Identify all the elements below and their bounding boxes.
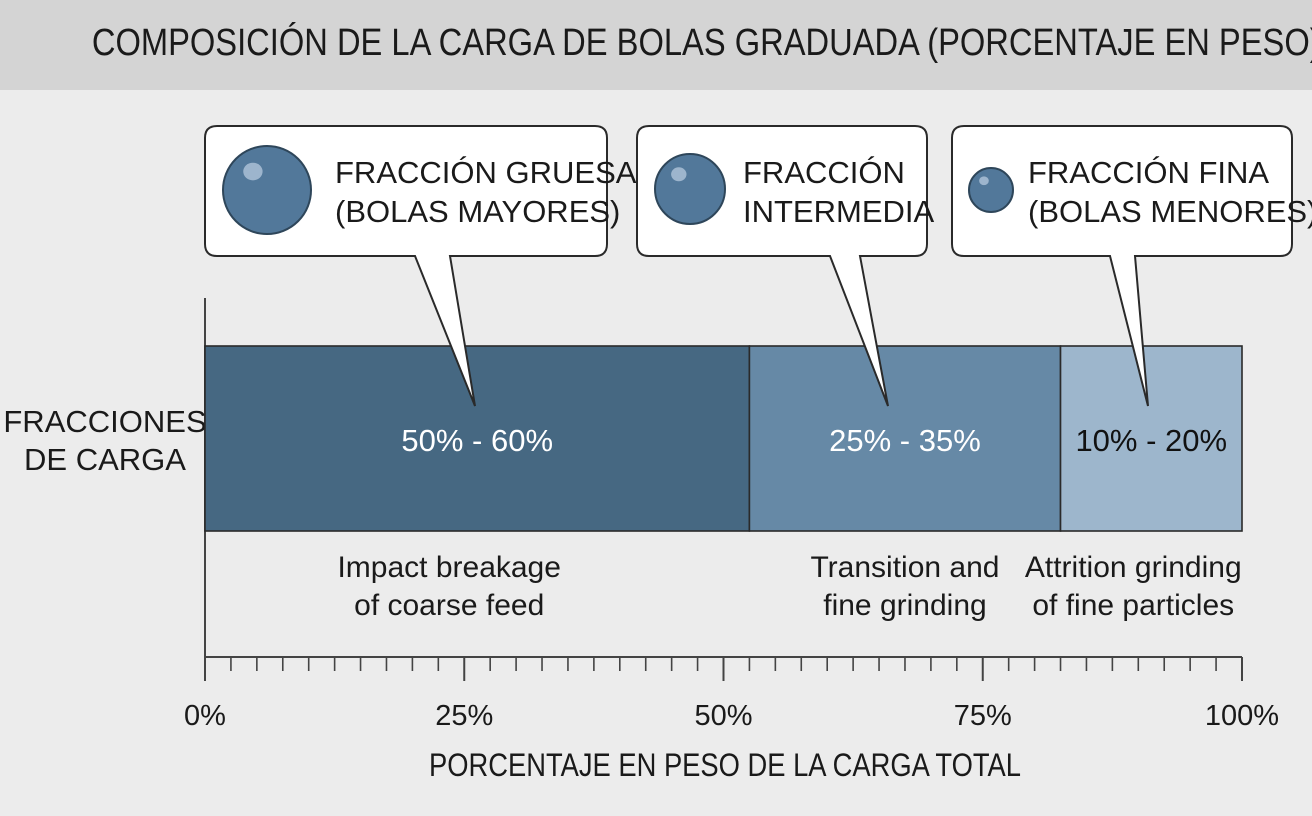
callout-label-fine: (BOLAS MENORES): [1028, 194, 1312, 229]
bar-value-label-intermediate: 25% - 35%: [829, 423, 981, 458]
x-tick-label: 100%: [1205, 700, 1279, 732]
bar-segment-fine: [1059, 345, 1243, 532]
segment-description-fine: Attrition grinding: [1025, 551, 1242, 584]
ball-highlight-icon: [243, 162, 263, 181]
bar-segment-intermediate: [748, 345, 1062, 532]
x-tick-label: 0%: [184, 700, 226, 732]
segment-description-coarse: Impact breakage: [337, 551, 560, 584]
ball-highlight-icon: [979, 176, 989, 186]
segment-description-intermediate: Transition and: [810, 551, 999, 584]
ball-icon-large: [222, 145, 312, 235]
bar-value-label-coarse: 50% - 60%: [401, 423, 553, 458]
callout-label-coarse: (BOLAS MAYORES): [335, 194, 620, 229]
bar-segment-coarse: [204, 345, 751, 532]
bar-value-label-fine: 10% - 20%: [1075, 423, 1227, 458]
x-axis-label: PORCENTAJE EN PESO DE LA CARGA TOTAL: [429, 747, 1021, 783]
callout-label-coarse: FRACCIÓN GRUESA: [335, 155, 637, 190]
x-tick-label: 25%: [435, 700, 493, 732]
ball-highlight-icon: [671, 167, 687, 182]
callout-label-intermediate: INTERMEDIA: [743, 194, 935, 229]
callout-box-fine: [951, 125, 1293, 407]
y-axis-label-line: FRACCIONES: [3, 404, 206, 439]
segment-description-fine: of fine particles: [1032, 589, 1234, 622]
x-tick-label: 75%: [954, 700, 1012, 732]
segment-description-coarse: of coarse feed: [354, 589, 544, 622]
chart-title: COMPOSICIÓN DE LA CARGA DE BOLAS GRADUAD…: [91, 22, 1312, 64]
title-bar: COMPOSICIÓN DE LA CARGA DE BOLAS GRADUAD…: [0, 0, 1312, 90]
segment-description-intermediate: fine grinding: [823, 589, 986, 622]
ball-icon-small: [968, 167, 1014, 213]
x-tick-label: 50%: [694, 700, 752, 732]
callout-label-fine: FRACCIÓN FINA: [1028, 155, 1269, 190]
ball-icon-medium: [654, 153, 726, 225]
callout-label-intermediate: FRACCIÓN: [743, 155, 905, 190]
y-axis-label-line: DE CARGA: [24, 442, 186, 477]
